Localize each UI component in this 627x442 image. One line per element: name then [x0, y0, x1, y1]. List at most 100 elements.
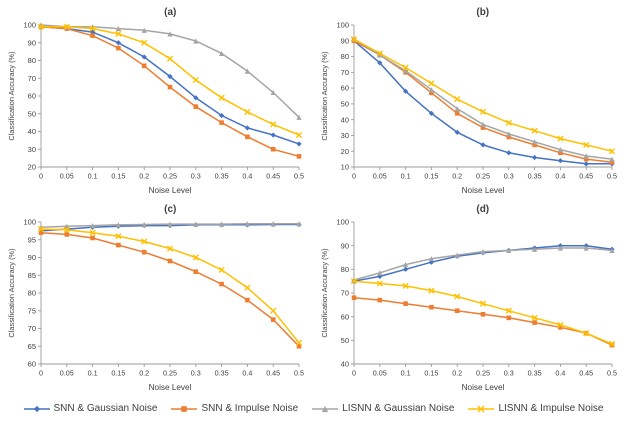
x-marker-icon — [479, 108, 486, 115]
x-marker-icon — [428, 80, 435, 87]
x-marker-icon — [141, 39, 148, 46]
triangle-marker-icon — [557, 147, 563, 153]
triangle-marker-icon — [193, 221, 199, 227]
triangle-marker-icon — [167, 31, 173, 37]
y-tick-label: 50 — [340, 336, 348, 345]
triangle-marker-icon — [428, 87, 434, 93]
x-tick-label: 0.5 — [607, 369, 617, 378]
square-marker-icon — [609, 342, 615, 348]
y-tick-label: 50 — [340, 99, 348, 108]
x-tick-label: 0.35 — [527, 369, 541, 378]
x-marker-icon — [167, 55, 174, 62]
x-tick-label: 0.35 — [215, 369, 229, 378]
legend: SNN & Gaussian Noise SNN & Impulse Noise L… — [5, 403, 622, 414]
triangle-marker-icon — [480, 121, 486, 127]
x-tick-label: 0.5 — [294, 172, 304, 181]
x-tick-label: 0.35 — [215, 172, 229, 181]
x-tick-label: 0.2 — [139, 172, 149, 181]
triangle-marker-icon — [609, 156, 615, 162]
square-marker-icon — [454, 111, 460, 116]
y-tick-label: 90 — [340, 36, 348, 45]
diamond-marker-icon — [33, 405, 40, 412]
x-tick-label: 0.45 — [579, 369, 593, 378]
x-marker-icon — [557, 135, 564, 142]
x-marker-icon — [402, 64, 409, 71]
x-marker-icon — [167, 245, 174, 252]
y-tick-label: 100 — [336, 21, 349, 30]
chart-panel-c: (c) 60 65 70 75 80 85 90 95 100 0 0.05 0.1 0.15 0.2 0.… — [5, 203, 310, 394]
y-tick-label: 60 — [28, 92, 36, 101]
x-tick-label: 0.15 — [424, 172, 438, 181]
x-tick-label: 0.25 — [476, 369, 490, 378]
triangle-marker-icon — [322, 405, 329, 412]
y-tick-label: 65 — [28, 342, 36, 351]
square-marker-icon — [64, 232, 70, 237]
square-marker-icon — [480, 312, 486, 317]
y-axis-label: Classification Accuracy (%) — [320, 51, 329, 140]
triangle-marker-icon — [583, 245, 589, 251]
triangle-marker-icon — [583, 153, 589, 159]
square-marker-icon — [142, 63, 147, 69]
diamond-marker-icon — [454, 129, 460, 135]
x-marker-icon — [531, 127, 538, 134]
y-tick-label: 70 — [28, 74, 36, 83]
x-marker-icon — [63, 23, 71, 30]
charts-grid: (a) 20 30 40 50 60 70 80 90 100 0 0.05 0.1 0.15 0.2 0.… — [5, 6, 622, 394]
chart-canvas-c: 60 65 70 75 80 85 90 95 100 0 0.05 0.1 0.15 0.2 0.25 0.… — [7, 218, 304, 392]
diamond-marker-icon — [531, 154, 537, 161]
x-tick-label: 0 — [352, 369, 356, 378]
square-marker-icon — [167, 258, 173, 264]
y-tick-label: 100 — [336, 218, 349, 227]
x-marker-icon — [582, 330, 590, 337]
y-tick-label: 10 — [340, 163, 348, 172]
triangle-marker-icon — [296, 221, 302, 227]
diamond-marker-icon — [557, 158, 563, 164]
x-tick-label: 0 — [352, 172, 356, 181]
x-marker-icon — [376, 280, 383, 287]
diamond-marker-icon — [193, 95, 199, 101]
diamond-marker-icon — [245, 125, 251, 131]
triangle-marker-icon — [454, 252, 460, 258]
square-marker-icon — [193, 269, 199, 274]
square-marker-icon — [181, 405, 188, 412]
x-tick-label: 0.2 — [452, 369, 462, 378]
square-marker-icon — [351, 295, 357, 301]
triangle-marker-icon — [90, 222, 96, 229]
square-marker-icon — [271, 146, 276, 152]
x-tick-label: 0.45 — [266, 172, 280, 181]
x-tick-label: 0.5 — [607, 172, 617, 181]
diamond-marker-icon — [167, 73, 173, 80]
square-marker-icon — [557, 325, 563, 330]
triangle-marker-icon — [296, 114, 302, 120]
chart-panel-d: (d) 40 50 60 70 80 90 100 0 0.05 0.1 0.15 0.2 0.25 0.… — [318, 203, 623, 394]
triangle-marker-icon — [428, 256, 434, 262]
square-marker-icon — [506, 134, 511, 140]
legend-label: SNN & Gaussian Noise — [53, 403, 158, 414]
x-marker-icon — [270, 307, 277, 314]
square-marker-icon — [428, 90, 434, 96]
y-tick-label: 30 — [28, 145, 36, 154]
legend-label: SNN & Impulse Noise — [201, 403, 299, 414]
y-tick-label: 80 — [28, 289, 36, 298]
legend-label: LISNN & Impulse Noise — [498, 403, 604, 414]
square-marker-icon — [271, 317, 276, 322]
x-marker-icon — [479, 300, 486, 307]
x-tick-label: 0.5 — [294, 369, 304, 378]
x-marker-icon — [505, 119, 512, 126]
diamond-marker-icon — [219, 112, 225, 119]
diamond-marker-icon — [296, 141, 302, 147]
square-marker-icon — [245, 297, 250, 303]
triangle-marker-icon — [480, 248, 486, 255]
square-marker-icon — [506, 315, 511, 321]
triangle-marker-icon — [167, 221, 173, 227]
triangle-marker-icon — [505, 131, 512, 137]
x-tick-label: 0.25 — [163, 172, 177, 181]
square-marker-icon — [296, 343, 302, 349]
chart-canvas-b: 10 20 30 40 50 60 70 80 90 100 0 0.05 0.1 0.15 0.2 0.25… — [320, 21, 617, 195]
square-marker-icon — [245, 134, 250, 140]
x-tick-label: 0.2 — [139, 369, 149, 378]
chart-title-d: (d) — [476, 204, 490, 215]
y-tick-label: 20 — [340, 147, 348, 156]
x-marker-icon — [192, 254, 200, 261]
y-tick-label: 60 — [340, 312, 348, 321]
